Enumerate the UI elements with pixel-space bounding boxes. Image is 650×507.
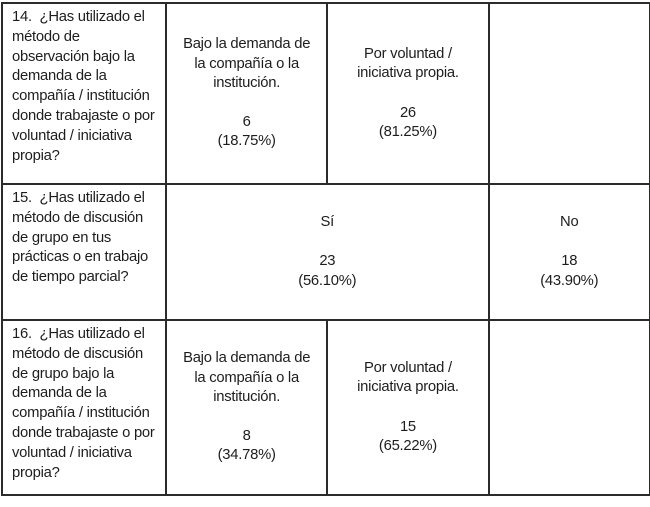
q14-option-demand-percent: (18.75%) xyxy=(217,133,276,150)
q14-option-own-initiative-percent: (81.25%) xyxy=(378,123,437,140)
q15-option-no-cell: No 18 (43.90%) xyxy=(487,183,650,321)
table-row-question-14: 14. ¿Has utilizado el método de observac… xyxy=(1,2,650,185)
q16-option-own-initiative-percent: (65.22%) xyxy=(378,437,437,454)
table-row-question-15: 15. ¿Has utilizado el método de discusió… xyxy=(1,183,650,321)
q16-option-own-initiative-label: Por voluntad / iniciativa propia. xyxy=(357,360,459,396)
q14-option-demand-label: Bajo la demanda de la compañía o la inst… xyxy=(183,36,311,91)
q14-empty-cell xyxy=(487,2,650,185)
q15-option-yes-percent: (56.10%) xyxy=(298,272,357,289)
q15-option-yes-label: Sí xyxy=(320,214,335,231)
question-14-text: 14. ¿Has utilizado el método de observac… xyxy=(1,2,167,185)
q16-option-own-initiative-cell: Por voluntad / iniciativa propia. 15 (65… xyxy=(326,319,490,496)
q14-option-demand-cell: Bajo la demanda de la compañía o la inst… xyxy=(164,2,329,185)
q16-option-own-initiative-count: 15 xyxy=(399,418,416,435)
q14-option-demand-count: 6 xyxy=(242,114,251,131)
q15-option-no-label: No xyxy=(560,214,579,231)
q15-option-no-percent: (43.90%) xyxy=(540,272,599,289)
q15-option-yes-count: 23 xyxy=(319,253,336,270)
q15-option-no-count: 18 xyxy=(561,253,578,270)
question-15-text: 15. ¿Has utilizado el método de discusió… xyxy=(1,183,167,321)
q14-option-own-initiative-label: Por voluntad / iniciativa propia. xyxy=(357,46,459,82)
q16-option-demand-percent: (34.78%) xyxy=(217,447,276,464)
q15-option-yes-cell: Sí 23 (56.10%) xyxy=(165,183,490,321)
table-row-question-16: 16. ¿Has utilizado el método de discusió… xyxy=(1,319,650,496)
q14-option-own-initiative-count: 26 xyxy=(399,104,416,121)
q16-option-demand-cell: Bajo la demanda de la compañía o la inst… xyxy=(164,319,329,496)
q16-option-demand-label: Bajo la demanda de la compañía o la inst… xyxy=(183,350,311,405)
question-16-text: 16. ¿Has utilizado el método de discusió… xyxy=(1,319,167,496)
q14-option-own-initiative-cell: Por voluntad / iniciativa propia. 26 (81… xyxy=(326,2,490,185)
q16-option-demand-count: 8 xyxy=(242,428,251,445)
survey-results-table: 14. ¿Has utilizado el método de observac… xyxy=(1,2,650,496)
q16-empty-cell xyxy=(487,319,650,496)
